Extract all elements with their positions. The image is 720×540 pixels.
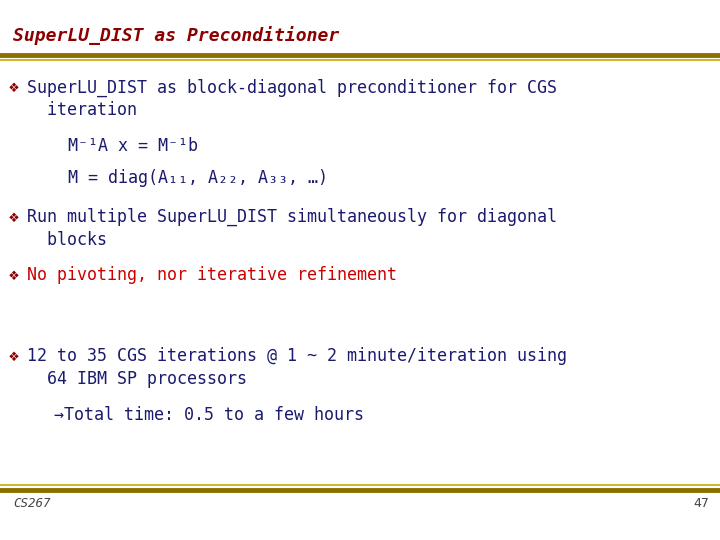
Text: 12 to 35 CGS iterations @ 1 ~ 2 minute/iteration using
  64 IBM SP processors: 12 to 35 CGS iterations @ 1 ~ 2 minute/i… [27,347,567,388]
Text: ❖: ❖ [9,78,19,96]
Text: No pivoting, nor iterative refinement: No pivoting, nor iterative refinement [27,266,397,284]
Text: CS267: CS267 [13,497,50,510]
Text: SuperLU_DIST as block-diagonal preconditioner for CGS
  iteration: SuperLU_DIST as block-diagonal precondit… [27,78,557,119]
Text: ❖: ❖ [9,208,19,226]
Text: SuperLU_DIST as Preconditioner: SuperLU_DIST as Preconditioner [13,26,339,45]
Text: Run multiple SuperLU_DIST simultaneously for diagonal
  blocks: Run multiple SuperLU_DIST simultaneously… [27,208,557,249]
Text: M = diag(A₁₁, A₂₂, A₃₃, …): M = diag(A₁₁, A₂₂, A₃₃, …) [68,169,328,187]
Text: 47: 47 [693,497,709,510]
Text: ❖: ❖ [9,347,19,365]
Text: ❖: ❖ [9,266,19,284]
Text: M⁻¹A x = M⁻¹b: M⁻¹A x = M⁻¹b [68,137,199,154]
Text: →Total time: 0.5 to a few hours: →Total time: 0.5 to a few hours [54,406,364,423]
